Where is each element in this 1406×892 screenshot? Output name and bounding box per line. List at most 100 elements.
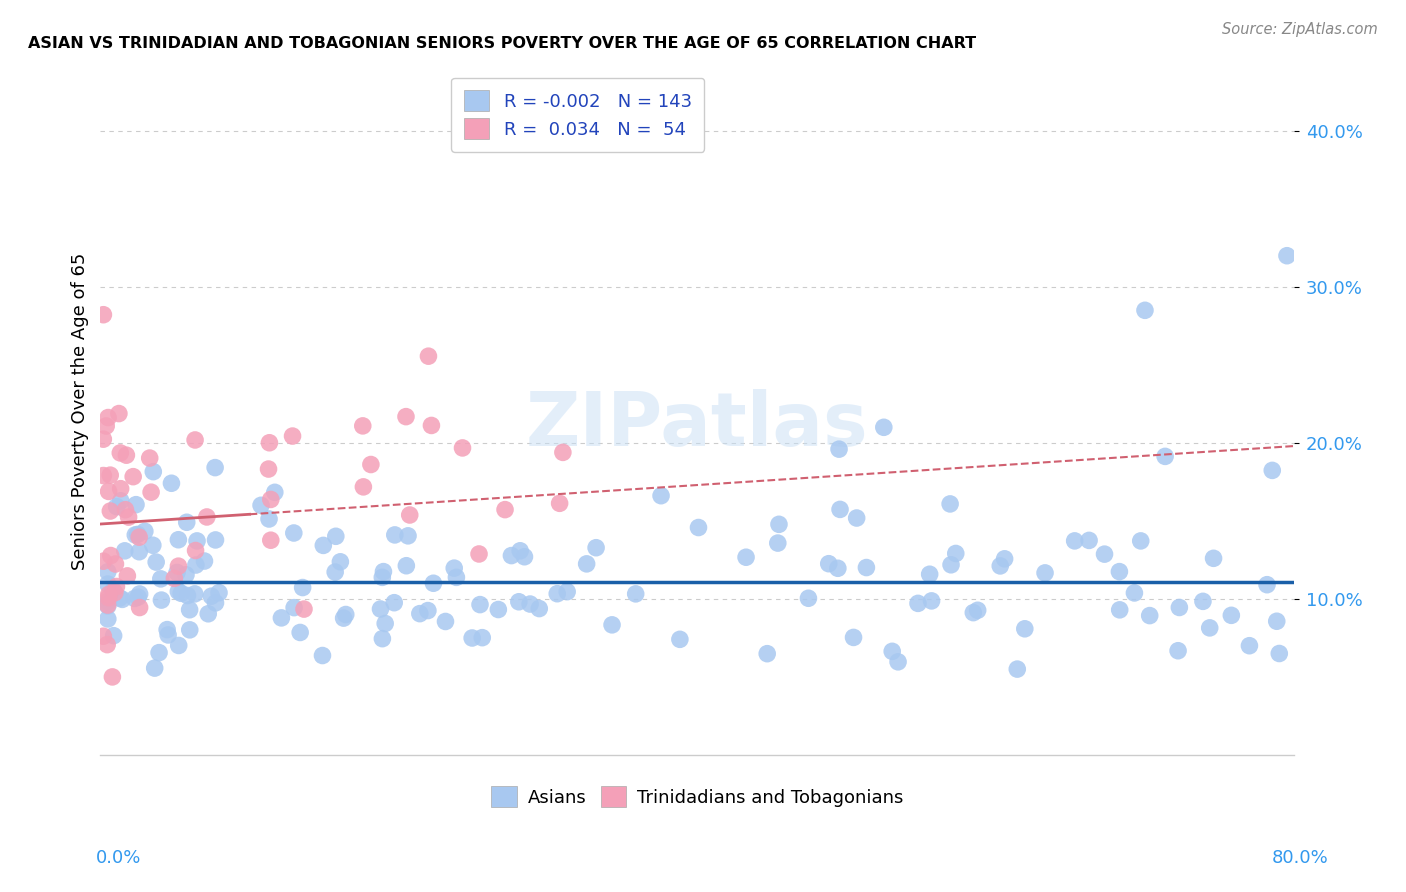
Point bbox=[179, 623, 201, 637]
Point bbox=[134, 524, 156, 539]
Point bbox=[184, 543, 207, 558]
Point bbox=[382, 596, 405, 610]
Point bbox=[114, 544, 136, 558]
Point bbox=[551, 445, 574, 459]
Point bbox=[1014, 622, 1036, 636]
Point bbox=[1007, 662, 1029, 676]
Point bbox=[1033, 566, 1056, 580]
Point bbox=[766, 536, 789, 550]
Point bbox=[395, 558, 418, 573]
Point bbox=[138, 451, 160, 466]
Point bbox=[409, 607, 432, 621]
Point bbox=[395, 409, 418, 424]
Point bbox=[204, 596, 226, 610]
Point bbox=[125, 498, 148, 512]
Point bbox=[257, 462, 280, 476]
Point bbox=[1198, 621, 1220, 635]
Point bbox=[1123, 586, 1146, 600]
Point bbox=[921, 594, 943, 608]
Point bbox=[529, 601, 551, 615]
Point bbox=[260, 492, 283, 507]
Point bbox=[98, 468, 121, 483]
Point bbox=[1078, 533, 1101, 548]
Point bbox=[555, 584, 578, 599]
Point bbox=[1108, 565, 1130, 579]
Point bbox=[174, 567, 197, 582]
Point bbox=[471, 631, 494, 645]
Point bbox=[311, 648, 333, 663]
Point bbox=[508, 595, 530, 609]
Point bbox=[128, 600, 150, 615]
Point bbox=[97, 484, 120, 499]
Point bbox=[882, 644, 904, 658]
Point bbox=[1239, 639, 1261, 653]
Point bbox=[204, 533, 226, 547]
Point bbox=[115, 448, 138, 462]
Point bbox=[1202, 551, 1225, 566]
Point bbox=[855, 560, 877, 574]
Point bbox=[93, 308, 115, 322]
Point bbox=[323, 565, 346, 579]
Point bbox=[352, 480, 374, 494]
Point bbox=[145, 555, 167, 569]
Point bbox=[97, 612, 120, 626]
Point bbox=[1256, 577, 1278, 591]
Point bbox=[97, 410, 120, 425]
Point bbox=[669, 632, 692, 647]
Point bbox=[96, 638, 118, 652]
Point bbox=[114, 502, 136, 516]
Point bbox=[1139, 608, 1161, 623]
Point bbox=[486, 602, 509, 616]
Point bbox=[263, 485, 285, 500]
Point bbox=[197, 607, 219, 621]
Point bbox=[104, 557, 127, 571]
Point bbox=[519, 597, 541, 611]
Point bbox=[108, 591, 131, 605]
Point bbox=[110, 493, 132, 508]
Point bbox=[335, 607, 357, 622]
Point bbox=[96, 419, 118, 434]
Point bbox=[101, 583, 124, 598]
Point bbox=[332, 611, 354, 625]
Point bbox=[468, 547, 491, 561]
Point bbox=[585, 541, 607, 555]
Text: 80.0%: 80.0% bbox=[1272, 849, 1329, 867]
Point bbox=[420, 418, 443, 433]
Point bbox=[97, 577, 120, 591]
Point bbox=[111, 592, 134, 607]
Point bbox=[157, 628, 180, 642]
Point bbox=[966, 603, 988, 617]
Point bbox=[124, 591, 146, 606]
Point bbox=[200, 589, 222, 603]
Point bbox=[108, 407, 131, 421]
Point bbox=[101, 670, 124, 684]
Point bbox=[91, 554, 114, 568]
Point bbox=[1133, 303, 1156, 318]
Point bbox=[100, 549, 122, 563]
Point bbox=[127, 527, 149, 541]
Point bbox=[688, 520, 710, 534]
Point bbox=[204, 460, 226, 475]
Point bbox=[374, 616, 396, 631]
Point bbox=[918, 567, 941, 582]
Point bbox=[150, 593, 173, 607]
Point bbox=[988, 558, 1011, 573]
Point bbox=[91, 629, 114, 643]
Point bbox=[139, 485, 162, 500]
Point bbox=[1261, 463, 1284, 477]
Point bbox=[97, 595, 120, 609]
Point bbox=[396, 529, 419, 543]
Point bbox=[1168, 600, 1191, 615]
Point bbox=[939, 497, 962, 511]
Point bbox=[250, 498, 273, 512]
Point bbox=[443, 561, 465, 575]
Point bbox=[434, 615, 457, 629]
Point bbox=[149, 572, 172, 586]
Point bbox=[371, 632, 394, 646]
Point bbox=[907, 596, 929, 610]
Point bbox=[128, 530, 150, 544]
Point bbox=[1192, 594, 1215, 608]
Point bbox=[142, 465, 165, 479]
Y-axis label: Seniors Poverty Over the Age of 65: Seniors Poverty Over the Age of 65 bbox=[72, 253, 89, 570]
Point bbox=[600, 618, 623, 632]
